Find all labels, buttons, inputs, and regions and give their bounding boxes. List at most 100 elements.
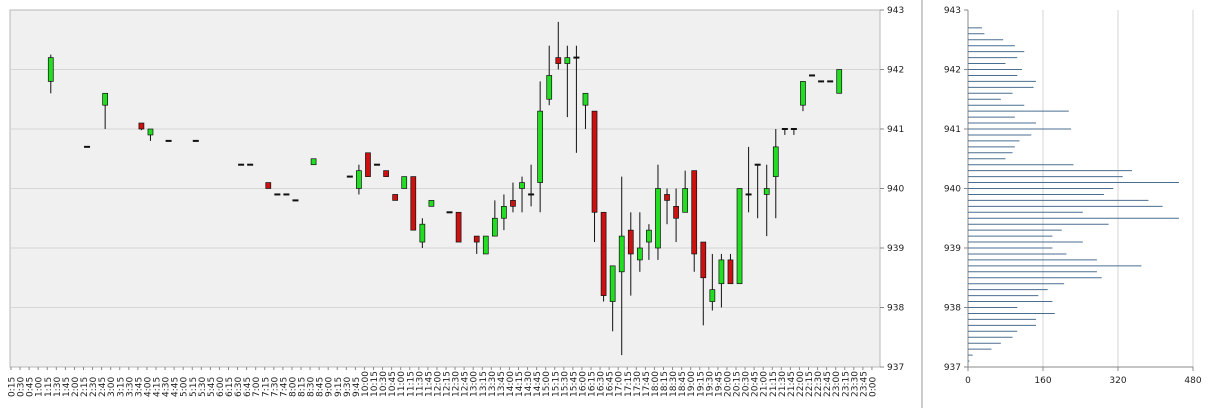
candle-body <box>664 194 670 201</box>
candle <box>283 193 290 196</box>
x-tick-label: 480 <box>1184 376 1201 386</box>
candle-body <box>410 176 417 231</box>
y-tick-label: 942 <box>944 66 961 76</box>
x-tick-label: 8:30 <box>307 377 317 397</box>
x-tick-label: 17:30 <box>633 371 643 397</box>
candle <box>636 212 643 272</box>
x-tick-label: 2:30 <box>89 377 99 397</box>
candle-body <box>473 235 480 243</box>
x-tick-label: 21:45 <box>787 371 797 397</box>
x-tick-label: 2:15 <box>80 377 90 397</box>
candle-body <box>736 188 743 285</box>
x-tick-label: 19:15 <box>696 371 706 397</box>
candle-body <box>383 170 389 177</box>
x-tick-label: 14:15 <box>515 371 525 397</box>
y-tick-label: 939 <box>944 244 961 254</box>
x-tick-label: 20:15 <box>733 371 743 397</box>
candle <box>600 211 607 302</box>
x-tick-label: 16:15 <box>588 371 598 397</box>
candle <box>781 128 788 135</box>
candle-doji <box>790 128 797 130</box>
candle-body <box>455 211 462 243</box>
candle-doji <box>283 193 290 196</box>
candle-doji <box>809 74 816 77</box>
x-tick-label: 22:15 <box>805 371 815 397</box>
x-tick-label: 1:15 <box>44 377 54 397</box>
candle <box>247 163 254 166</box>
x-tick-label: 19:30 <box>705 371 715 397</box>
candle <box>383 170 389 177</box>
candle-body <box>800 81 806 106</box>
x-tick-label: 12:00 <box>433 371 443 397</box>
x-tick-label: 13:30 <box>488 371 498 397</box>
x-tick-label: 10:15 <box>370 371 380 397</box>
x-tick-label: 23:30 <box>850 371 860 397</box>
candle-doji <box>374 163 381 166</box>
x-tick-label: 8:45 <box>316 377 326 397</box>
x-tick-label: 5:30 <box>198 377 208 397</box>
candle <box>428 200 435 207</box>
candle-doji <box>754 163 761 166</box>
candle <box>664 188 670 225</box>
y-tick-label: 943 <box>887 6 904 16</box>
candle <box>700 241 707 326</box>
x-tick-label: 4:45 <box>171 377 181 397</box>
candle <box>827 80 834 83</box>
candle <box>646 224 652 260</box>
candle-body <box>627 229 634 255</box>
x-tick-label: 18:00 <box>651 371 661 397</box>
candle-body <box>691 170 698 255</box>
x-tick-label: 11:15 <box>406 371 416 397</box>
x-tick-label: 9:15 <box>334 377 344 397</box>
candle <box>627 212 634 296</box>
x-tick-label: 10:30 <box>379 371 389 397</box>
candle <box>482 235 489 255</box>
x-tick-label: 7:15 <box>261 377 271 397</box>
candle-body <box>636 247 643 261</box>
candle <box>745 146 752 213</box>
candle <box>564 45 571 118</box>
candle-doji <box>446 211 453 214</box>
candle-doji <box>292 199 299 202</box>
candle <box>419 218 426 248</box>
candle <box>102 92 109 129</box>
x-tick-label: 4:30 <box>162 377 172 397</box>
x-tick-label: 5:00 <box>180 377 190 397</box>
candle-doji <box>84 145 91 148</box>
candle <box>727 253 734 285</box>
candle <box>446 211 453 214</box>
x-tick-label: 12:45 <box>461 371 471 397</box>
x-tick-label: 17:45 <box>642 371 652 397</box>
candle-doji <box>247 163 254 166</box>
candle-body <box>265 182 272 189</box>
candle <box>582 92 589 129</box>
candle-body <box>147 128 154 136</box>
candle <box>818 80 825 83</box>
candle <box>165 139 172 142</box>
candle-body <box>727 259 734 285</box>
x-tick-label: 0:45 <box>26 377 36 397</box>
x-tick-label: 9:45 <box>352 377 362 397</box>
x-tick-label: 23:15 <box>841 371 851 397</box>
x-tick-label: 13:45 <box>497 371 507 397</box>
x-tick-label: 14:45 <box>533 371 543 397</box>
x-tick-label: 18:30 <box>669 371 679 397</box>
candle <box>836 69 843 94</box>
candle <box>555 21 562 70</box>
candle <box>138 122 145 131</box>
candle-body <box>555 57 562 64</box>
x-tick-label: 4:15 <box>153 377 163 397</box>
x-tick-label: 22:45 <box>823 371 833 397</box>
volume-profile-chart: 0 160 320 480 937 938 939 940 941 942 943 <box>921 0 1202 408</box>
candle <box>537 81 544 213</box>
x-tick-label: 21:15 <box>769 371 779 397</box>
x-tick-label: 7:00 <box>252 377 262 397</box>
candle <box>147 128 154 141</box>
x-tick-label: 1:00 <box>35 377 45 397</box>
x-tick-label: 10:00 <box>361 371 371 397</box>
x-tick-label: 3:45 <box>134 377 144 397</box>
candle <box>401 176 408 189</box>
x-tick-label: 21:30 <box>778 371 788 397</box>
candle-body <box>564 57 571 64</box>
candle-body <box>519 182 525 189</box>
